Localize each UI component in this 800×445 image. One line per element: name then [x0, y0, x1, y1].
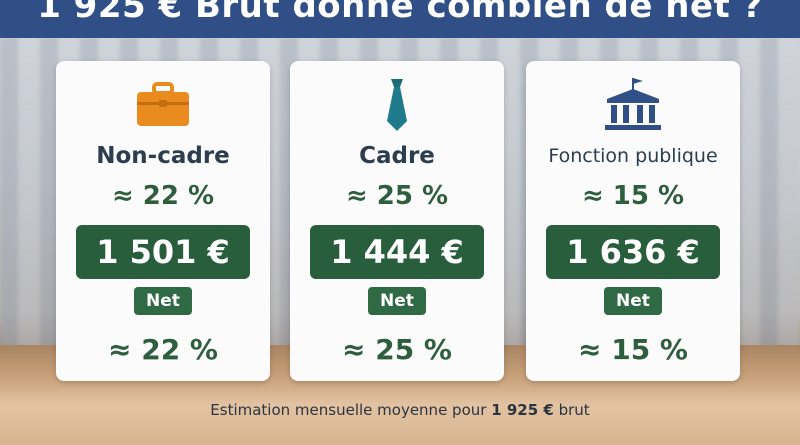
card-percent-top: ≈ 25 %	[345, 181, 449, 211]
tie-icon	[290, 77, 504, 133]
card-percent-top: ≈ 22 %	[111, 181, 215, 211]
footnote-amount: 1 925 €	[491, 401, 554, 419]
net-amount-box: 1 444 €	[310, 225, 484, 279]
net-amount-box: 1 636 €	[546, 225, 720, 279]
card-cadre: Cadre ≈ 25 % 1 444 € Net ≈ 25 %	[290, 61, 504, 381]
footnote-prefix: Estimation mensuelle moyenne pour	[210, 401, 492, 419]
footnote: Estimation mensuelle moyenne pour 1 925 …	[0, 401, 800, 419]
net-amount-box: 1 501 €	[76, 225, 250, 279]
net-amount: 1 636 €	[566, 233, 700, 271]
net-badge: Net	[604, 287, 662, 315]
card-fonction-publique: Fonction publique ≈ 15 % 1 636 € Net ≈ 1…	[526, 61, 740, 381]
net-amount: 1 501 €	[96, 233, 230, 271]
net-amount: 1 444 €	[330, 233, 464, 271]
card-label: Fonction publique	[548, 145, 718, 167]
card-percent-bottom: ≈ 22 %	[108, 333, 218, 366]
card-label: Cadre	[359, 143, 435, 169]
card-percent-bottom: ≈ 15 %	[578, 333, 688, 366]
net-badge: Net	[134, 287, 192, 315]
page-title: 1 925 € Brut donne combien de net ?	[37, 0, 763, 26]
card-label: Non-cadre	[96, 143, 230, 169]
government-building-icon	[526, 75, 740, 133]
card-non-cadre: Non-cadre ≈ 22 % 1 501 € Net ≈ 22 %	[56, 61, 270, 381]
briefcase-icon	[56, 81, 270, 129]
card-percent-bottom: ≈ 25 %	[342, 333, 452, 366]
card-percent-top: ≈ 15 %	[581, 181, 685, 211]
footnote-suffix: brut	[553, 401, 590, 419]
header-banner: 1 925 € Brut donne combien de net ?	[0, 0, 800, 38]
net-badge: Net	[368, 287, 426, 315]
